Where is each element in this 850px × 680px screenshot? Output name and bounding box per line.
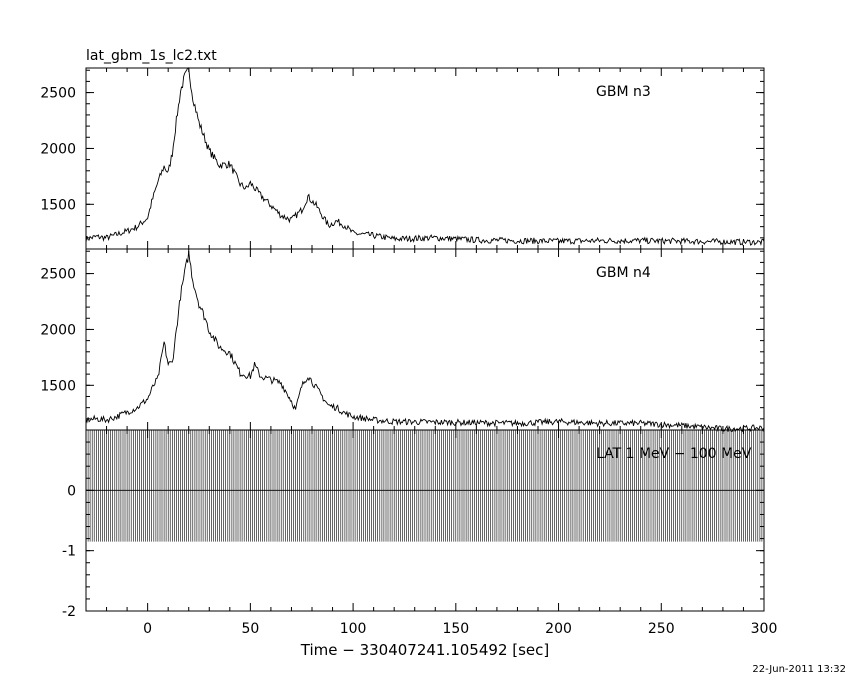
lat-error-bars	[85, 430, 765, 542]
file-title: lat_gbm_1s_lc2.txt	[86, 48, 217, 64]
x-tick-label: 0	[143, 621, 152, 637]
series-line	[85, 251, 765, 433]
y-tick-label: -1	[62, 544, 76, 560]
panel-label: LAT 1 MeV − 100 MeV	[596, 446, 752, 462]
x-tick-label: 200	[545, 621, 572, 637]
y-tick-label: 2000	[40, 141, 76, 157]
y-tick-label: 1500	[40, 378, 76, 394]
panel-label: GBM n3	[596, 84, 651, 100]
y-tick-label: 2500	[40, 86, 76, 102]
y-tick-label: 1500	[40, 197, 76, 213]
panel-gbm-n3: 1500 2000 2500 GBM n3	[40, 67, 765, 250]
panel-gbm-n4: 1500 2000 2500 GBM n4	[40, 248, 765, 433]
panel-lat: -2 -1 0 LAT 1 MeV − 100 MeV	[62, 429, 765, 620]
x-tick-label: 100	[340, 621, 367, 637]
y-tick-label: 2000	[40, 322, 76, 338]
x-axis-label: Time − 330407241.105492 [sec]	[300, 641, 550, 659]
x-tick-label: 250	[648, 621, 675, 637]
panel-label: GBM n4	[596, 265, 651, 281]
x-axis: 0 50 100 150 200 250 300	[143, 621, 777, 637]
y-tick-label: 2500	[40, 267, 76, 283]
series-line	[85, 67, 765, 246]
y-tick-label: -2	[62, 604, 76, 620]
x-tick-label: 50	[241, 621, 259, 637]
timestamp: 22-Jun-2011 13:32	[752, 664, 846, 675]
y-tick-label: 0	[67, 483, 76, 499]
x-tick-label: 150	[442, 621, 469, 637]
x-tick-label: 300	[751, 621, 778, 637]
panel-frame	[85, 67, 765, 250]
panel-frame	[85, 248, 765, 431]
